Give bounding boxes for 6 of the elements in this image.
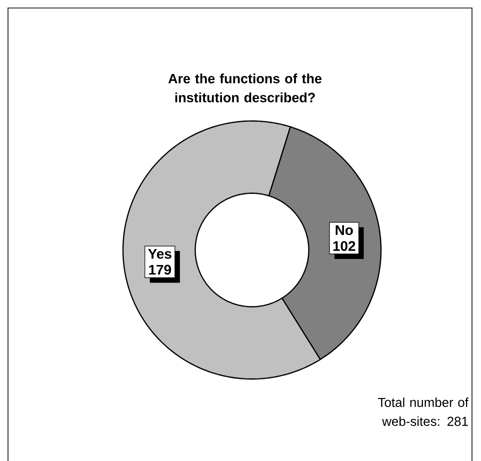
slice-label: No (336, 225, 353, 235)
data-label: 179 (149, 264, 172, 275)
chart-title: Are the functions of the institution described? (168, 73, 322, 102)
slice-label: Yes (148, 248, 172, 259)
data-label: 102 (333, 240, 356, 251)
text: Total number of web-sites: 281 (378, 397, 468, 426)
